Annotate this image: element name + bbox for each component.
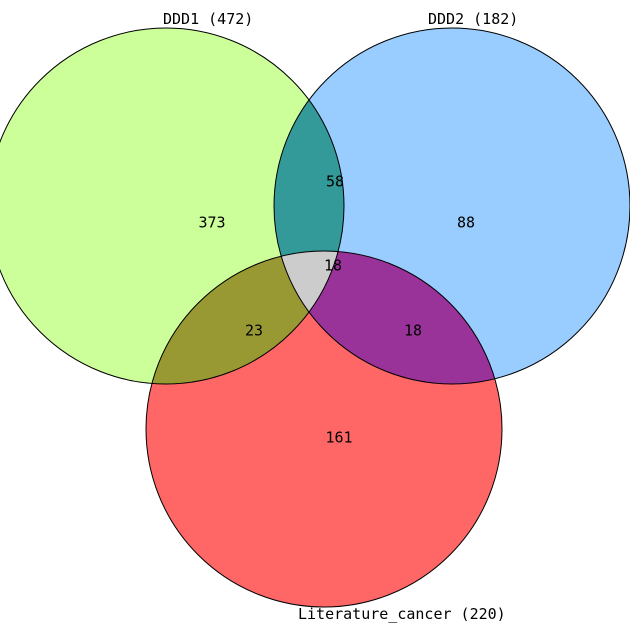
region-bc-count: 18: [404, 322, 422, 340]
region-b-only-count: 88: [457, 214, 475, 232]
region-bc: [274, 251, 502, 384]
set-b-label: DDD2 (182): [428, 10, 518, 28]
set-a-outline: [0, 27, 345, 385]
set-c-label: Literature_cancer (220): [298, 605, 506, 623]
region-c-only-count: 161: [325, 429, 352, 447]
region-ac-count: 23: [245, 322, 263, 340]
region-ab-count: 58: [326, 173, 344, 191]
set-b-outline: [273, 27, 630, 385]
region-a-only-count: 373: [198, 214, 225, 232]
region-ac: [146, 251, 344, 384]
set-a-label: DDD1 (472): [163, 10, 253, 28]
set-c-outline: [145, 250, 503, 608]
region-abc-count: 18: [324, 257, 342, 275]
